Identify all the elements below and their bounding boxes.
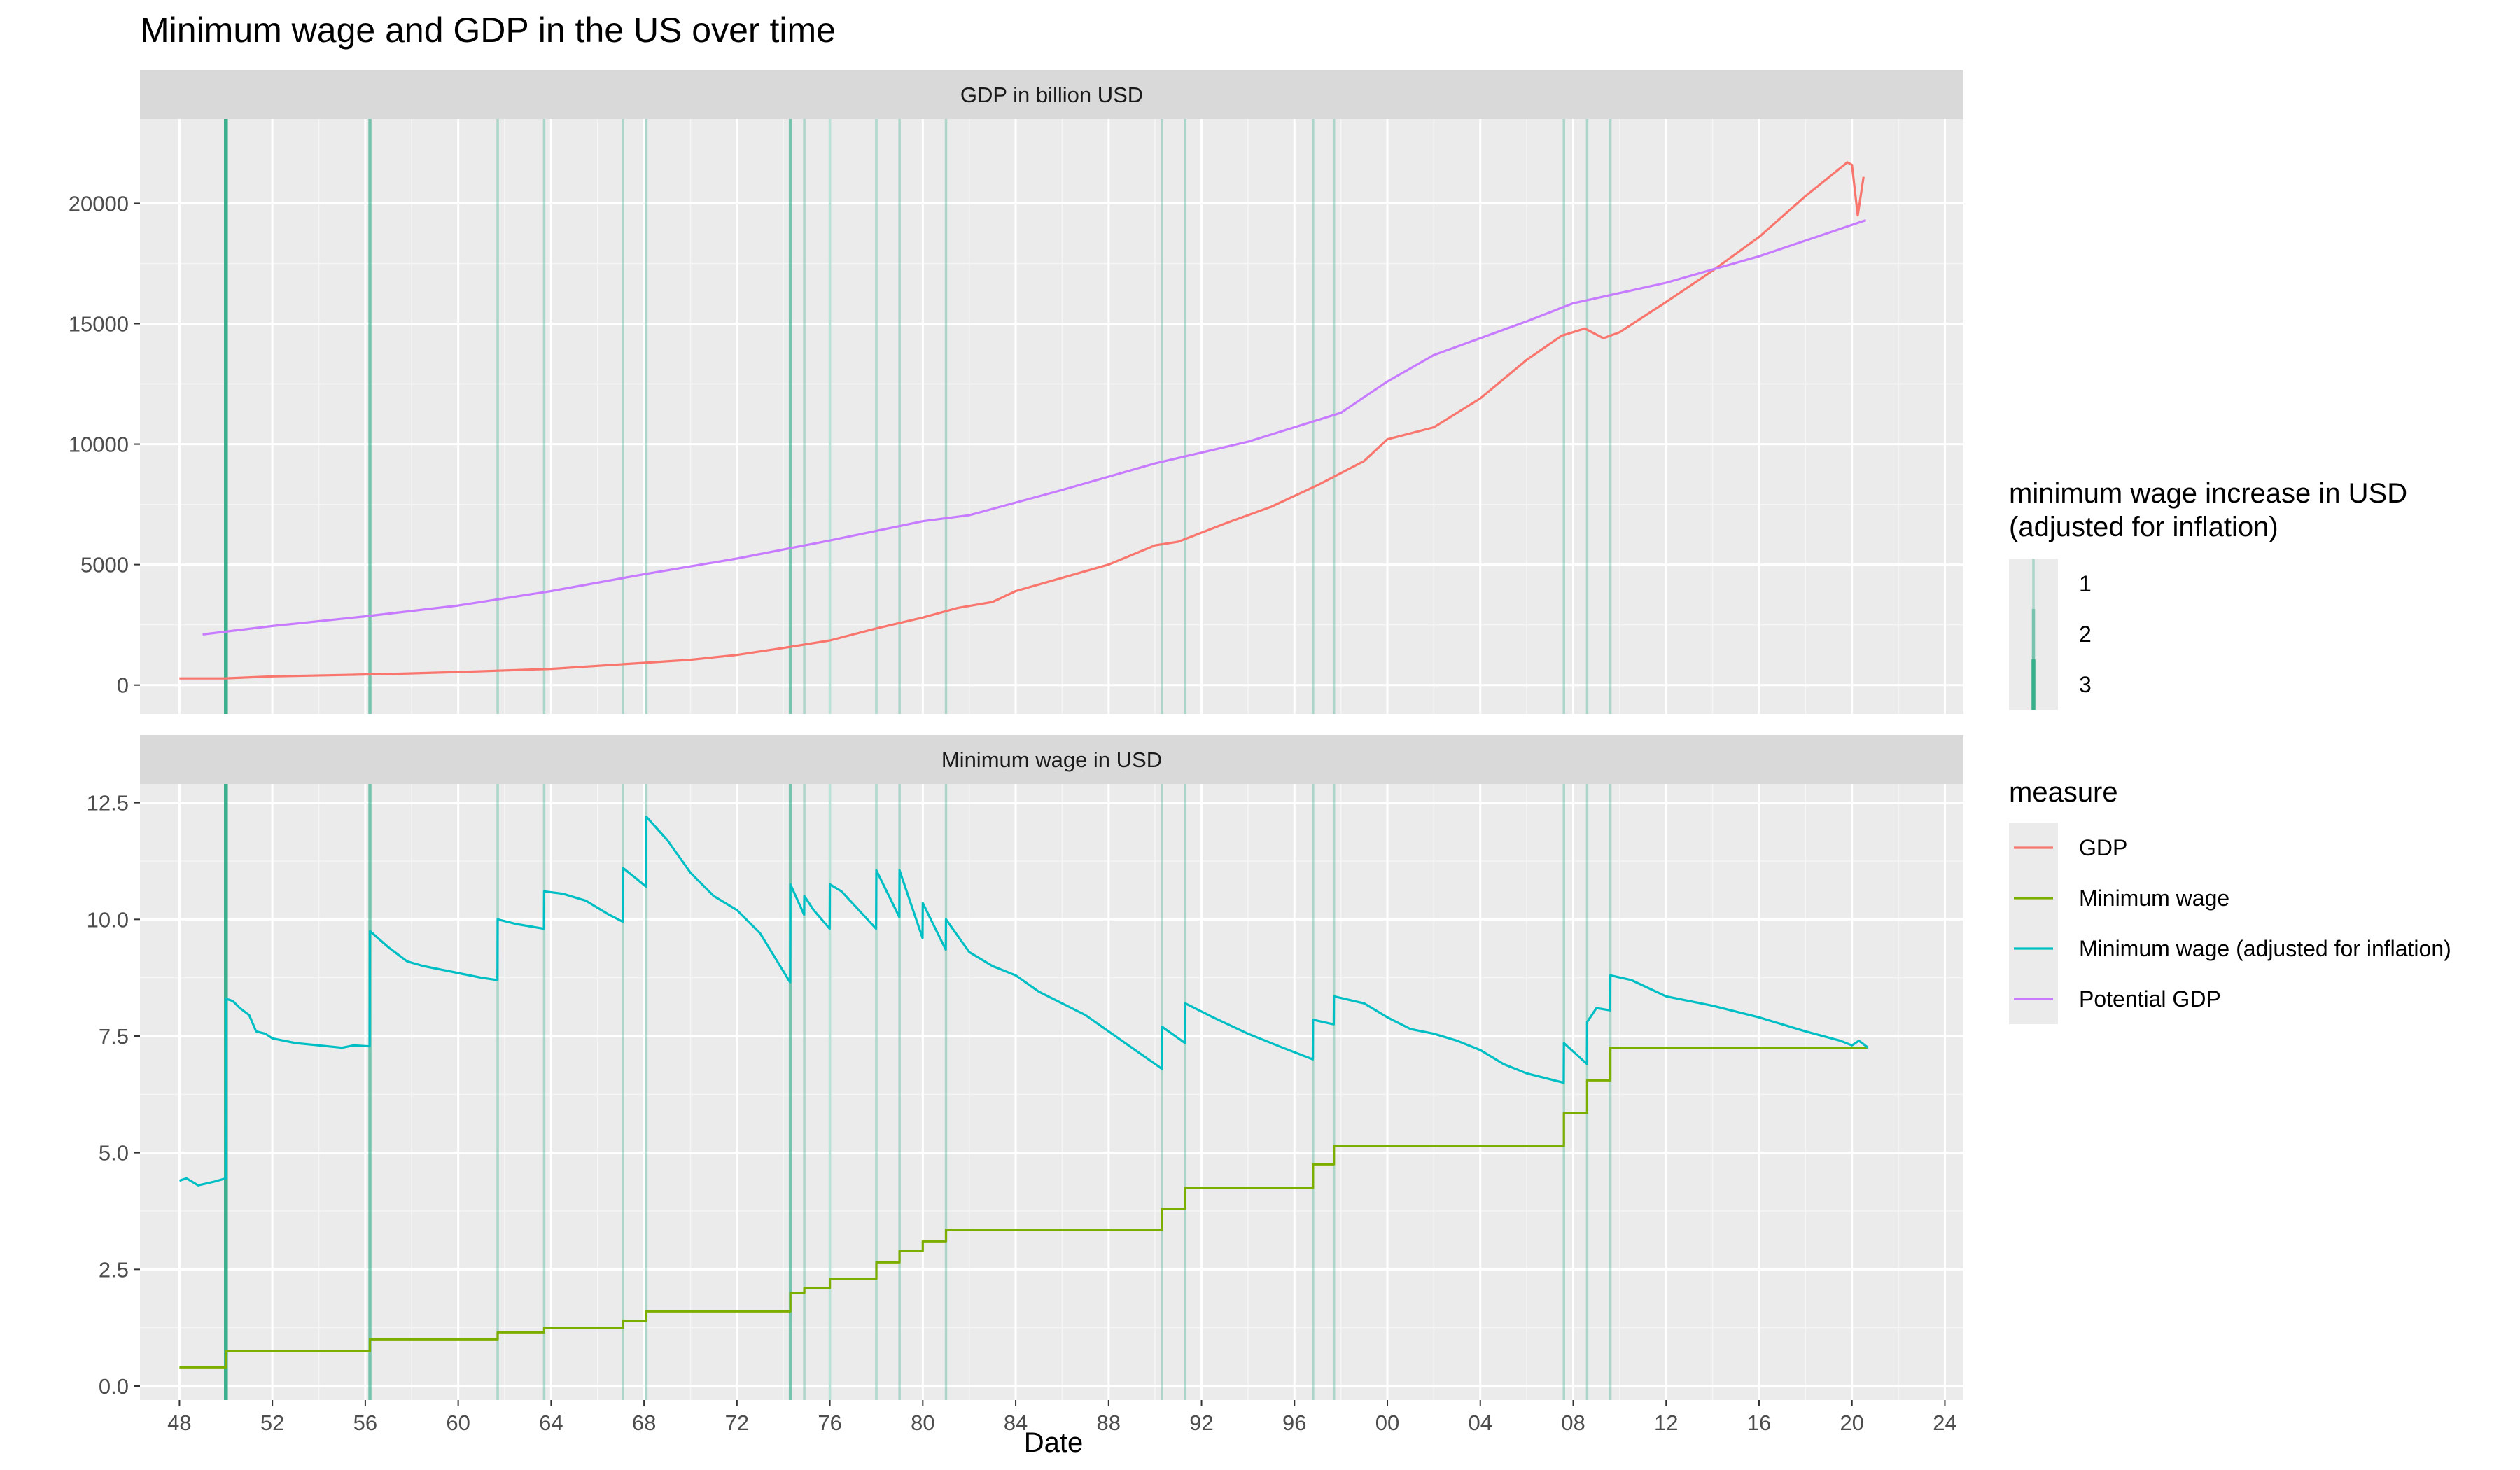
x-tick-label: 80	[911, 1410, 934, 1435]
legend-label: 2	[2079, 622, 2092, 647]
legend-measure: measure GDP Minimum wage Minimum wage (adju…	[2009, 777, 2451, 1024]
y-tick-label: 5.0	[99, 1141, 129, 1166]
y-tick-label: 2.5	[99, 1257, 129, 1282]
x-tick-label: 56	[354, 1410, 377, 1435]
legends: minimum wage increase in USD(adjusted fo…	[2009, 478, 2451, 1024]
x-tick-label: 48	[167, 1410, 191, 1435]
legend-label: GDP	[2079, 835, 2127, 860]
x-tick-label: 08	[1561, 1410, 1585, 1435]
panel-background	[140, 784, 1963, 1400]
y-tick-label: 10.0	[87, 907, 129, 932]
y-tick-label: 12.5	[87, 791, 129, 816]
legend-label: 1	[2079, 571, 2092, 596]
legend-label: Minimum wage	[2079, 886, 2230, 911]
y-tick-label: 20000	[69, 191, 129, 216]
y-tick-label: 0	[117, 673, 129, 698]
x-tick-label: 00	[1376, 1410, 1399, 1435]
x-tick-label: 16	[1747, 1410, 1771, 1435]
legend-label: Minimum wage (adjusted for inflation)	[2079, 936, 2451, 961]
legend-key	[2009, 559, 2058, 609]
x-tick-label: 64	[539, 1410, 563, 1435]
x-axis-title: Date	[1024, 1427, 1084, 1458]
y-tick-label: 15000	[69, 312, 129, 337]
x-tick-label: 12	[1654, 1410, 1678, 1435]
legend-label: 3	[2079, 672, 2092, 697]
y-tick-label: 5000	[80, 553, 129, 578]
series-line-gdp	[179, 161, 1865, 680]
facet-strip	[140, 735, 1963, 784]
legend-title: minimum wage increase in USD	[2009, 478, 2407, 509]
panel-1: GDP in billion USD 0 5000 10000 15000 20000	[69, 70, 1963, 714]
facet-strip-label: Minimum wage in USD	[941, 748, 1162, 772]
x-tick-label: 92	[1189, 1410, 1213, 1435]
series-line-potential-gdp	[202, 218, 1867, 636]
x-tick-label: 76	[818, 1410, 841, 1435]
y-tick-label: 10000	[69, 433, 129, 457]
x-tick-label: 04	[1469, 1410, 1492, 1435]
x-tick-label: 52	[260, 1410, 284, 1435]
panel-background	[140, 119, 1963, 714]
x-tick-label: 84	[1004, 1410, 1028, 1435]
x-axis: 48 52 56 60 64 68 72 76 80 84 88 92 96 00 04 08 12 16 20 24	[167, 1400, 1957, 1435]
facet-strip	[140, 70, 1963, 119]
legend-label: Potential GDP	[2079, 986, 2221, 1011]
x-tick-label: 20	[1840, 1410, 1863, 1435]
x-tick-label: 96	[1282, 1410, 1306, 1435]
panels: GDP in billion USD 0 5000 10000 15000 20000 Mi…	[69, 70, 1963, 1435]
series-line-minimum-wage	[179, 1046, 1868, 1368]
series-line-minimum-wage-adjusted-for-inflation	[178, 816, 1869, 1186]
panel-2: Minimum wage in USD 0.0 2.5 5.0 7.5 10.0 12.5	[87, 735, 1963, 1400]
legend-title: (adjusted for inflation)	[2009, 512, 2278, 542]
facet-strip-label: GDP in billion USD	[960, 83, 1143, 107]
x-tick-label: 72	[725, 1410, 749, 1435]
x-tick-label: 88	[1097, 1410, 1121, 1435]
x-tick-label: 68	[632, 1410, 656, 1435]
x-tick-label: 60	[446, 1410, 470, 1435]
chart-title: Minimum wage and GDP in the US over time	[140, 10, 836, 50]
legend-wage-increase: minimum wage increase in USD(adjusted fo…	[2009, 478, 2407, 710]
x-tick-label: 24	[1933, 1410, 1956, 1435]
y-tick-label: 0.0	[99, 1374, 129, 1399]
y-tick-label: 7.5	[99, 1024, 129, 1049]
legend-title: measure	[2009, 777, 2118, 808]
